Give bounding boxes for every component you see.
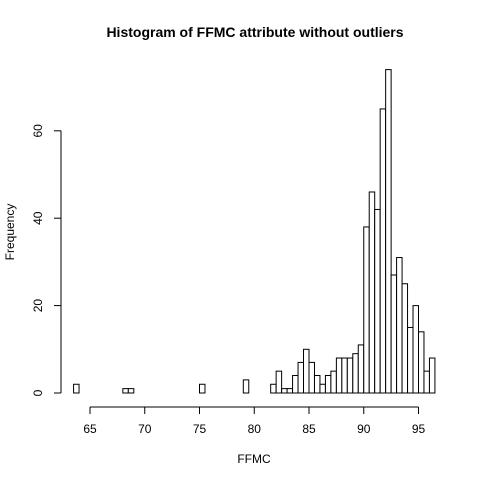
- histogram-bar: [270, 383, 277, 394]
- x-tick-label: 65: [83, 422, 97, 436]
- histogram-bar: [428, 357, 436, 394]
- histogram-bar: [199, 383, 206, 394]
- x-axis: 65 70 75 80 85 90 95: [83, 406, 426, 436]
- x-tick-label: 80: [248, 422, 262, 436]
- histogram-bar: [374, 208, 381, 394]
- histogram-bar: [357, 344, 365, 394]
- x-tick-label: 85: [302, 422, 316, 436]
- histogram-bar: [127, 388, 135, 394]
- histogram-bar: [335, 357, 343, 394]
- histogram-bar: [385, 69, 392, 394]
- histogram-bar: [368, 191, 376, 394]
- y-axis-label: Frequency: [3, 204, 17, 261]
- y-tick-label: 40: [31, 211, 45, 225]
- histogram-bar: [379, 108, 387, 394]
- histogram-bar: [297, 361, 305, 394]
- histogram-bar: [292, 375, 299, 394]
- y-tick-label: 60: [31, 124, 45, 138]
- x-tick-label: 75: [193, 422, 207, 436]
- histogram-bars: [73, 69, 436, 394]
- histogram-bar: [324, 375, 332, 394]
- histogram-bar: [313, 375, 321, 394]
- histogram-bar: [363, 226, 370, 394]
- histogram-bar: [275, 370, 283, 394]
- histogram-bar: [242, 379, 250, 394]
- histogram-bar: [401, 283, 409, 394]
- histogram-bar: [407, 326, 414, 394]
- histogram-bar: [73, 383, 80, 394]
- histogram-bar: [281, 388, 288, 394]
- histogram-bar: [390, 274, 398, 394]
- histogram-bar: [341, 357, 348, 394]
- histogram-bar: [122, 388, 129, 394]
- histogram-bar: [319, 383, 326, 394]
- histogram-bar: [308, 361, 315, 394]
- histogram-bar: [303, 348, 310, 394]
- x-tick-label: 70: [138, 422, 152, 436]
- histogram-bar: [352, 353, 359, 394]
- histogram-bar: [346, 357, 354, 394]
- x-tick-label: 90: [357, 422, 371, 436]
- histogram-bar: [423, 370, 430, 394]
- y-axis: 0 20 40 60: [31, 124, 62, 396]
- y-tick-label: 0: [31, 389, 45, 396]
- histogram-bar: [396, 257, 403, 394]
- x-tick-label: 95: [412, 422, 426, 436]
- y-tick-label: 20: [31, 299, 45, 313]
- histogram-bar: [418, 331, 425, 394]
- x-axis-label: FFMC: [237, 452, 271, 466]
- histogram-bar: [330, 370, 337, 394]
- histogram-bar: [412, 305, 419, 394]
- chart-title: Histogram of FFMC attribute without outl…: [106, 24, 403, 40]
- histogram-bar: [286, 388, 294, 394]
